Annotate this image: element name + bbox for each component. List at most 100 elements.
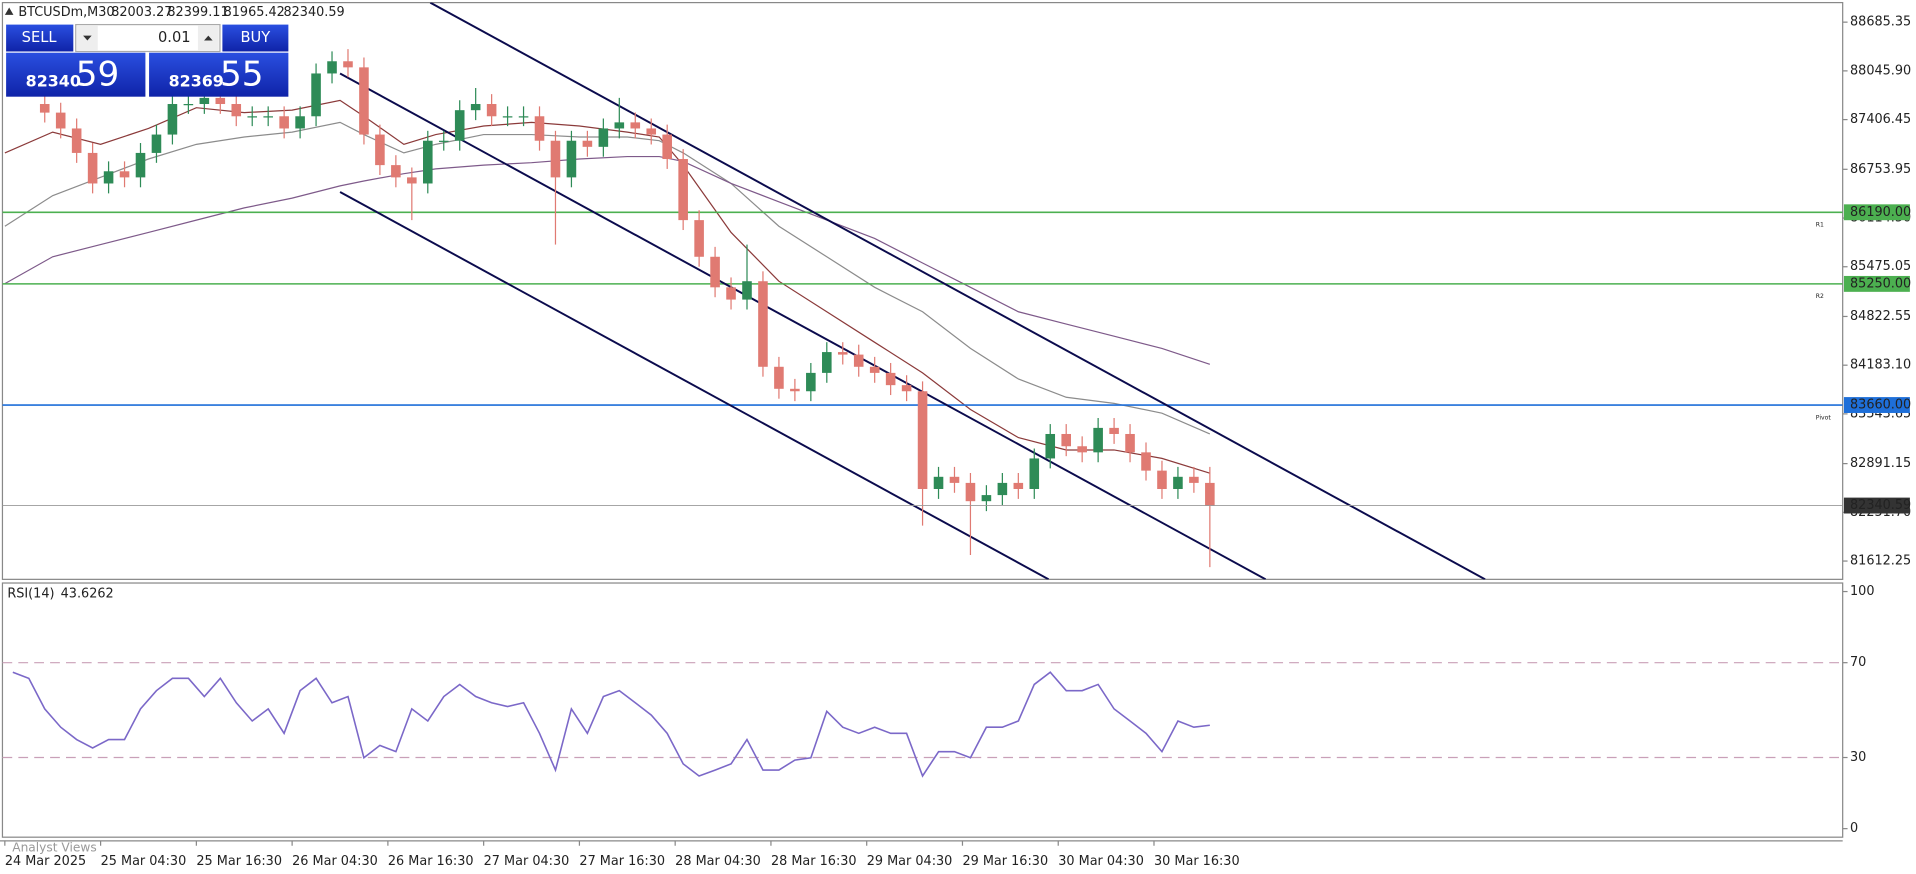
trendline bbox=[429, 2, 1486, 580]
candle-body bbox=[726, 287, 736, 300]
x-tick-label: 29 Mar 04:30 bbox=[867, 854, 953, 869]
ohlc-close: 82340.59 bbox=[283, 5, 344, 20]
candle-body bbox=[790, 388, 800, 392]
candle-body bbox=[295, 116, 305, 129]
rsi-plot bbox=[2, 662, 1843, 778]
candle-body bbox=[1141, 452, 1151, 471]
candle-body bbox=[87, 152, 98, 184]
x-tick-label: 30 Mar 16:30 bbox=[1154, 854, 1240, 869]
candle-body bbox=[470, 104, 481, 111]
candle-body bbox=[1013, 482, 1024, 489]
candle-body bbox=[199, 97, 210, 105]
x-tick-label: 29 Mar 16:30 bbox=[962, 854, 1048, 869]
candle-body bbox=[566, 140, 577, 178]
candle-body bbox=[742, 281, 752, 300]
candle-body bbox=[518, 116, 529, 118]
candle-body bbox=[1093, 427, 1103, 453]
candle-body bbox=[710, 256, 720, 288]
candle-body bbox=[662, 134, 672, 160]
collapse-icon[interactable] bbox=[4, 7, 14, 15]
buy-price: 82369 bbox=[169, 72, 224, 91]
candle-body bbox=[486, 104, 497, 117]
candle-body bbox=[901, 385, 912, 392]
candle-body bbox=[343, 61, 353, 68]
y-tick-label: 82891.15 bbox=[1850, 456, 1911, 471]
candle-body bbox=[119, 171, 130, 178]
x-tick-label: 26 Mar 04:30 bbox=[292, 854, 378, 869]
trendline bbox=[339, 72, 1267, 580]
x-tick-label: 30 Mar 04:30 bbox=[1058, 854, 1144, 869]
candle-body bbox=[263, 116, 273, 118]
candle-body bbox=[1173, 476, 1183, 489]
candle-body bbox=[279, 116, 289, 129]
candle-body bbox=[151, 134, 162, 153]
sell-price-box[interactable] bbox=[6, 52, 146, 97]
level-tag bbox=[1843, 397, 1910, 413]
lot-field[interactable] bbox=[75, 23, 221, 53]
lot-down-arrow bbox=[83, 35, 92, 41]
candle-body bbox=[167, 104, 178, 135]
candle-body bbox=[822, 352, 832, 373]
level-label: 86190.00 bbox=[1850, 205, 1911, 220]
candle-body bbox=[247, 116, 258, 118]
candle-body bbox=[885, 372, 896, 386]
level-label: 83660.00 bbox=[1850, 398, 1911, 413]
candle-body bbox=[1189, 476, 1199, 483]
last-price-tag bbox=[1843, 497, 1910, 514]
sell-pips: 59 bbox=[76, 54, 120, 94]
candle-body bbox=[135, 152, 146, 178]
buy-price-box[interactable] bbox=[149, 52, 289, 97]
candle-body bbox=[646, 128, 657, 135]
level-name: Pivot bbox=[1816, 414, 1832, 421]
lot-up-arrow bbox=[204, 35, 213, 41]
candle-body bbox=[1205, 482, 1215, 506]
x-tick-label: 27 Mar 16:30 bbox=[579, 854, 665, 869]
ohlc-open: 82003.27 bbox=[111, 5, 172, 20]
indicator-title: RSI(14) bbox=[7, 587, 54, 602]
candle-body bbox=[853, 354, 864, 367]
last-price-label: 82340.59 bbox=[1850, 498, 1911, 513]
candle-body bbox=[39, 104, 50, 113]
symbol: BTCUSDm,M30 bbox=[18, 5, 114, 20]
candle-body bbox=[231, 104, 242, 117]
buy-button[interactable] bbox=[222, 24, 289, 52]
candle-body bbox=[949, 476, 960, 483]
x-tick-label: 28 Mar 04:30 bbox=[675, 854, 761, 869]
candle-body bbox=[758, 281, 768, 367]
candle-body bbox=[215, 97, 226, 105]
axes: 88685.3588045.9087406.4586753.9586114.50… bbox=[4, 15, 1911, 869]
candle-body bbox=[1045, 433, 1056, 459]
candle-body bbox=[837, 352, 848, 355]
y-tick-label: 0 bbox=[1850, 821, 1858, 836]
candle-body bbox=[933, 476, 944, 489]
indicator-value: 43.6262 bbox=[61, 587, 114, 602]
main-plot bbox=[2, 2, 1843, 580]
candle-body bbox=[1157, 470, 1167, 489]
sell-price: 82340 bbox=[26, 72, 81, 91]
candle-body bbox=[869, 366, 880, 373]
candle-body bbox=[1109, 427, 1119, 434]
candle-body bbox=[997, 482, 1008, 496]
candle-body bbox=[694, 220, 704, 257]
x-tick-label: 27 Mar 04:30 bbox=[484, 854, 570, 869]
candle-body bbox=[614, 122, 625, 129]
candle-body bbox=[550, 140, 561, 178]
candle-body bbox=[981, 495, 992, 502]
level-tag bbox=[1843, 204, 1910, 221]
y-tick-label: 84183.10 bbox=[1850, 358, 1911, 373]
x-tick-label: 25 Mar 16:30 bbox=[196, 854, 282, 869]
candle-body bbox=[630, 122, 641, 129]
candle-body bbox=[407, 177, 417, 184]
ohlc-low: 81965.42 bbox=[224, 5, 285, 20]
y-tick-label: 87406.45 bbox=[1850, 112, 1911, 127]
trendline bbox=[339, 191, 1050, 580]
sell-button[interactable] bbox=[6, 24, 74, 52]
candle-body bbox=[375, 134, 385, 166]
candle-body bbox=[311, 73, 321, 117]
buy-label: BUY bbox=[241, 29, 271, 46]
moving-average bbox=[4, 155, 1211, 365]
lot-value: 0.01 bbox=[158, 29, 191, 46]
analyst-views-tab[interactable]: Analyst Views bbox=[12, 841, 97, 855]
